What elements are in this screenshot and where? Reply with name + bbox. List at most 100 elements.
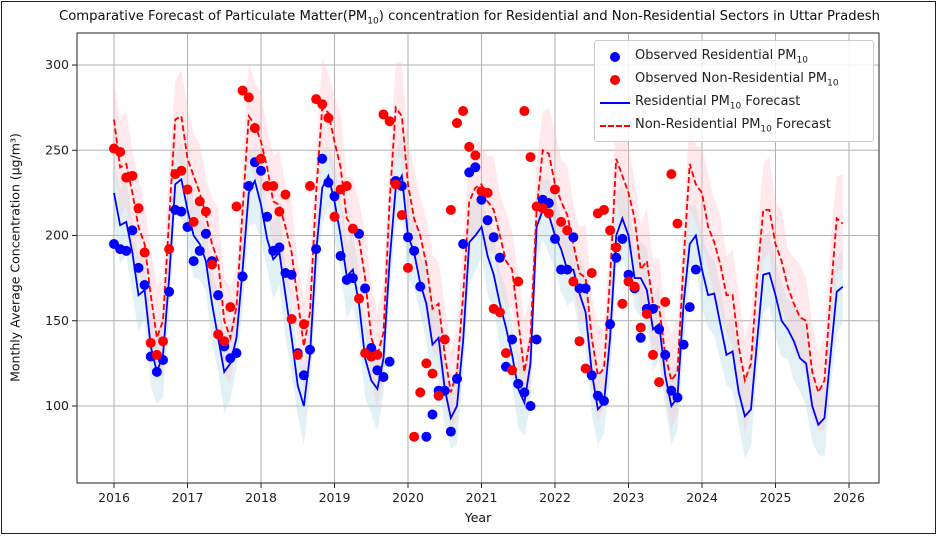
observed-residential-point bbox=[402, 232, 413, 243]
observed-residential-point bbox=[690, 264, 701, 275]
observed-non-residential-point bbox=[347, 223, 358, 234]
y-tick-label: 250 bbox=[45, 142, 69, 157]
observed-non-residential-point bbox=[445, 204, 456, 215]
legend-label: Observed Residential PM10 bbox=[635, 48, 808, 66]
observed-residential-point bbox=[672, 392, 683, 403]
observed-residential-point bbox=[519, 387, 530, 398]
residential-forecast-line bbox=[113, 172, 844, 427]
observed-residential-point bbox=[660, 349, 671, 360]
observed-residential-point bbox=[378, 372, 389, 383]
observed-non-residential-point bbox=[115, 146, 126, 157]
observed-non-residential-point bbox=[672, 218, 683, 229]
observed-non-residential-point bbox=[666, 169, 677, 180]
x-tick-label: 2024 bbox=[686, 490, 718, 505]
observed-residential-point bbox=[476, 194, 487, 205]
observed-non-residential-point bbox=[433, 390, 444, 401]
legend-marker-line bbox=[595, 125, 635, 127]
x-tick-label: 2016 bbox=[98, 490, 130, 505]
observed-residential-point bbox=[243, 181, 254, 192]
observed-residential-point bbox=[666, 385, 677, 396]
observed-non-residential-point bbox=[660, 296, 671, 307]
observed-residential-point bbox=[654, 324, 665, 335]
observed-residential-point bbox=[133, 262, 144, 273]
observed-non-residential-point bbox=[635, 322, 646, 333]
observed-residential-point bbox=[494, 252, 505, 263]
observed-non-residential-point bbox=[151, 349, 162, 360]
observed-non-residential-point bbox=[145, 337, 156, 348]
observed-non-residential-point bbox=[396, 210, 407, 221]
x-tick-label: 2017 bbox=[172, 490, 204, 505]
observed-non-residential-point bbox=[415, 387, 426, 398]
observed-residential-point bbox=[311, 244, 322, 255]
non-residential-forecast-line bbox=[113, 105, 844, 395]
observed-residential-point bbox=[286, 269, 297, 280]
x-tick-label: 2025 bbox=[760, 490, 792, 505]
observed-residential-point bbox=[525, 401, 536, 411]
legend-item: Observed Non-Residential PM10 bbox=[595, 70, 839, 90]
legend-marker-dot bbox=[595, 75, 635, 85]
x-tick-label: 2018 bbox=[245, 490, 277, 505]
observed-residential-point bbox=[617, 233, 628, 244]
observed-non-residential-point bbox=[513, 276, 524, 287]
observed-residential-point bbox=[568, 232, 579, 243]
observed-non-residential-point bbox=[427, 368, 438, 379]
x-tick-label: 2023 bbox=[613, 490, 645, 505]
observed-residential-point bbox=[194, 245, 205, 256]
y-tick-label: 100 bbox=[45, 398, 69, 413]
observed-non-residential-point bbox=[451, 117, 462, 128]
x-tick-label: 2020 bbox=[392, 490, 424, 505]
observed-non-residential-point bbox=[464, 141, 475, 152]
observed-non-residential-point bbox=[519, 106, 530, 117]
observed-non-residential-point bbox=[268, 181, 279, 192]
observed-residential-point bbox=[409, 245, 420, 256]
x-tick-label: 2022 bbox=[539, 490, 571, 505]
observed-non-residential-point bbox=[219, 336, 230, 347]
observed-non-residential-point bbox=[384, 116, 395, 127]
x-tick-label: 2026 bbox=[833, 490, 865, 505]
observed-residential-point bbox=[384, 356, 395, 367]
observed-non-residential-point bbox=[421, 358, 432, 369]
observed-residential-point bbox=[274, 242, 285, 253]
observed-non-residential-point bbox=[605, 225, 616, 236]
observed-non-residential-point bbox=[274, 206, 285, 217]
observed-non-residential-point bbox=[641, 308, 652, 319]
legend-label: Residential PM10 Forecast bbox=[635, 94, 801, 112]
observed-non-residential-point bbox=[194, 196, 205, 207]
observed-non-residential-point bbox=[231, 201, 242, 212]
observed-residential-point bbox=[139, 279, 150, 290]
observed-residential-point bbox=[549, 233, 560, 244]
observed-residential-point bbox=[335, 250, 346, 261]
observed-non-residential-point bbox=[647, 349, 658, 360]
observed-non-residential-point bbox=[243, 92, 254, 103]
observed-non-residential-point bbox=[341, 181, 352, 192]
legend-label: Observed Non-Residential PM10 bbox=[635, 71, 839, 89]
observed-non-residential-point bbox=[188, 216, 199, 227]
legend-item: Observed Residential PM10 bbox=[595, 47, 808, 67]
observed-non-residential-point bbox=[292, 349, 303, 360]
observed-residential-point bbox=[176, 206, 187, 217]
observed-non-residential-point bbox=[482, 187, 493, 198]
observed-non-residential-point bbox=[390, 179, 401, 190]
legend-item: Residential PM10 Forecast bbox=[595, 93, 800, 113]
observed-non-residential-point bbox=[402, 262, 413, 273]
observed-non-residential-point bbox=[611, 242, 622, 253]
observed-non-residential-point bbox=[353, 293, 364, 304]
observed-non-residential-point bbox=[617, 298, 628, 309]
legend-marker-line bbox=[595, 102, 635, 104]
legend-marker-dot bbox=[595, 52, 635, 62]
observed-residential-point bbox=[445, 426, 456, 437]
legend-item: Non-Residential PM10 Forecast bbox=[595, 116, 831, 136]
observed-residential-point bbox=[562, 264, 573, 275]
observed-non-residential-point bbox=[255, 153, 266, 164]
observed-residential-point bbox=[482, 215, 493, 226]
axes-frame bbox=[76, 32, 880, 484]
observed-non-residential-point bbox=[470, 150, 481, 161]
observed-non-residential-point bbox=[182, 184, 193, 195]
observed-non-residential-point bbox=[378, 109, 389, 120]
observed-residential-point bbox=[188, 256, 199, 267]
y-tick-label: 150 bbox=[45, 313, 69, 328]
observed-non-residential-point bbox=[206, 259, 217, 270]
observed-residential-point bbox=[164, 286, 175, 297]
observed-residential-point bbox=[231, 348, 242, 359]
